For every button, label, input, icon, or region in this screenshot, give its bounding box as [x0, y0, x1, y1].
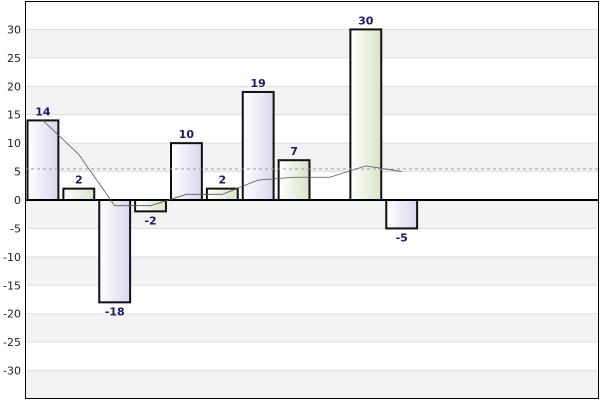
- data-label: 2: [218, 174, 226, 187]
- y-tick-label: -15: [3, 279, 21, 292]
- y-tick-label: -5: [10, 222, 21, 235]
- bar: [98, 199, 132, 304]
- data-label: 7: [290, 145, 298, 158]
- data-label: -5: [396, 231, 408, 244]
- y-tick-label: -25: [3, 336, 21, 349]
- y-tick-label: 5: [14, 166, 21, 179]
- trend-line: [42, 120, 402, 207]
- y-tick-label: 25: [7, 52, 21, 65]
- data-label: 14: [35, 105, 51, 118]
- bar: [62, 187, 96, 201]
- bars: [26, 28, 419, 304]
- bar: [241, 90, 275, 201]
- y-tick-label: -20: [3, 308, 21, 321]
- plot-frame: [25, 1, 599, 399]
- data-label: 30: [358, 14, 374, 27]
- y-tick-label: 30: [7, 23, 21, 36]
- grid-band: [25, 313, 599, 343]
- bar: [26, 119, 60, 201]
- y-tick-label: 0: [14, 194, 21, 207]
- data-label: -2: [144, 214, 156, 227]
- trend-line: [42, 120, 402, 207]
- y-tick-label: -10: [3, 251, 21, 264]
- grid-band: [25, 143, 599, 172]
- grid-band: [25, 370, 599, 399]
- data-label: -18: [105, 305, 125, 318]
- data-labels: 14 2 -18 -2 10 2 19 7 30 -5: [35, 14, 408, 318]
- grid-band: [25, 29, 599, 58]
- bar: [277, 159, 311, 201]
- grid-band: [25, 86, 599, 115]
- y-tick-label: 10: [7, 137, 21, 150]
- data-label: 19: [251, 77, 266, 90]
- data-label: 2: [75, 174, 83, 187]
- y-tick-label: 20: [7, 80, 21, 93]
- grid-lines: [25, 28, 599, 372]
- bar: [349, 28, 383, 201]
- data-label: 10: [179, 128, 195, 141]
- y-axis-ticks: -30 -25 -20 -15 -10 -5 0 5 10 15 20 25 30: [3, 23, 21, 377]
- bar: [385, 199, 419, 230]
- bar: [170, 142, 203, 201]
- y-tick-label: 15: [7, 109, 21, 122]
- y-tick-label: -30: [3, 365, 21, 378]
